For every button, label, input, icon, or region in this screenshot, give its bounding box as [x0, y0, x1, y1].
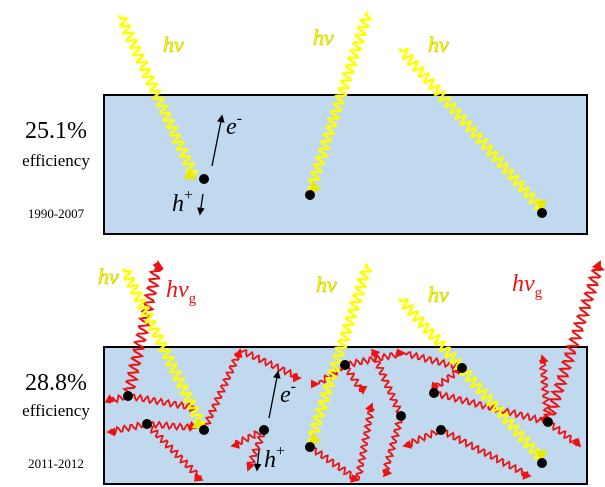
- top-hv-label-2: hν: [313, 25, 334, 50]
- recycle-path-j: [309, 446, 360, 483]
- recycle-path-f: [203, 348, 243, 431]
- top-hv-label-1: hν: [163, 32, 184, 57]
- recycle-path-h: [246, 429, 265, 472]
- recycle-path-u: [402, 428, 442, 449]
- recycle-path-r: [431, 367, 463, 392]
- top-photon-3: [398, 47, 548, 213]
- bottom-carrier-2: [142, 419, 152, 429]
- bottom-carrier-12: [537, 458, 547, 468]
- top-hole-arrow: [197, 193, 205, 216]
- recycle-path-t: [440, 429, 532, 480]
- bottom-carrier-10: [436, 425, 446, 435]
- bottom-carrier-6: [340, 360, 350, 370]
- recycle-path-m: [382, 415, 403, 478]
- bottom-efficiency-label: efficiency: [22, 401, 90, 420]
- recycle-path-w: [538, 354, 552, 423]
- bottom-efficiency-value: 28.8%: [25, 370, 87, 396]
- recycle-path-i: [230, 429, 264, 449]
- recycle-path-b: [127, 393, 198, 411]
- bottom-carrier-3: [199, 425, 209, 435]
- bottom-hole-arrow: [253, 449, 262, 472]
- top-electron-label: e-: [226, 110, 242, 140]
- bottom-electron-label: e-: [280, 378, 296, 408]
- bottom-photon-3: [398, 297, 548, 463]
- recycle-path-g: [239, 349, 302, 383]
- top-photon-2: [307, 11, 373, 194]
- emitted-hvg-label-right: hνg: [512, 271, 543, 301]
- bottom-hv-label-2: hν: [316, 272, 337, 297]
- bottom-carrier-9: [429, 388, 439, 398]
- bottom-carrier-1: [123, 391, 133, 401]
- top-carrier-3: [537, 208, 547, 218]
- recycle-path-o: [344, 364, 368, 395]
- bottom-electron-arrow: [268, 370, 281, 419]
- top-efficiency-label: efficiency: [22, 151, 90, 170]
- recycle-path-k: [355, 402, 376, 481]
- top-efficiency-value: 25.1%: [25, 118, 87, 144]
- bottom-carrier-11: [543, 417, 553, 427]
- recycle-path-d: [106, 421, 148, 437]
- top-panel: 25.1% efficiency 1990-2007 hν hν hν e- h…: [22, 11, 588, 235]
- recycle-path-c: [146, 423, 204, 482]
- bottom-hole-label: h+: [264, 443, 285, 473]
- escaped-photon-right: [542, 260, 605, 423]
- bottom-carrier-7: [396, 411, 406, 421]
- recycle-path-s: [433, 391, 550, 424]
- top-years: 1990-2007: [28, 206, 85, 221]
- bottom-carrier-4: [259, 425, 269, 435]
- bottom-hv-label-3: hν: [428, 282, 449, 307]
- top-electron-arrow: [211, 114, 225, 167]
- bottom-carrier-5: [305, 442, 315, 452]
- bottom-years: 2011-2012: [28, 456, 84, 471]
- top-carrier-1: [199, 174, 209, 184]
- bottom-carrier-8: [457, 363, 467, 373]
- bottom-photon-2: [307, 263, 373, 446]
- emitted-hvg-label-left: hνg: [166, 277, 197, 307]
- top-hv-label-3: hν: [428, 32, 449, 57]
- top-photon-1: [118, 14, 199, 180]
- top-carrier-2: [305, 190, 315, 200]
- recycle-path-n: [344, 348, 406, 368]
- recycle-path-e: [146, 420, 198, 432]
- recycle-path-q: [403, 351, 464, 374]
- bottom-photon-1: [122, 267, 206, 430]
- bottom-panel: 28.8% efficiency 2011-2012: [22, 260, 605, 485]
- recycle-path-v: [547, 421, 582, 448]
- escaped-photon-left: [121, 260, 164, 397]
- top-hole-label: h+: [172, 187, 193, 217]
- bottom-hv-label-1: hν: [98, 264, 119, 289]
